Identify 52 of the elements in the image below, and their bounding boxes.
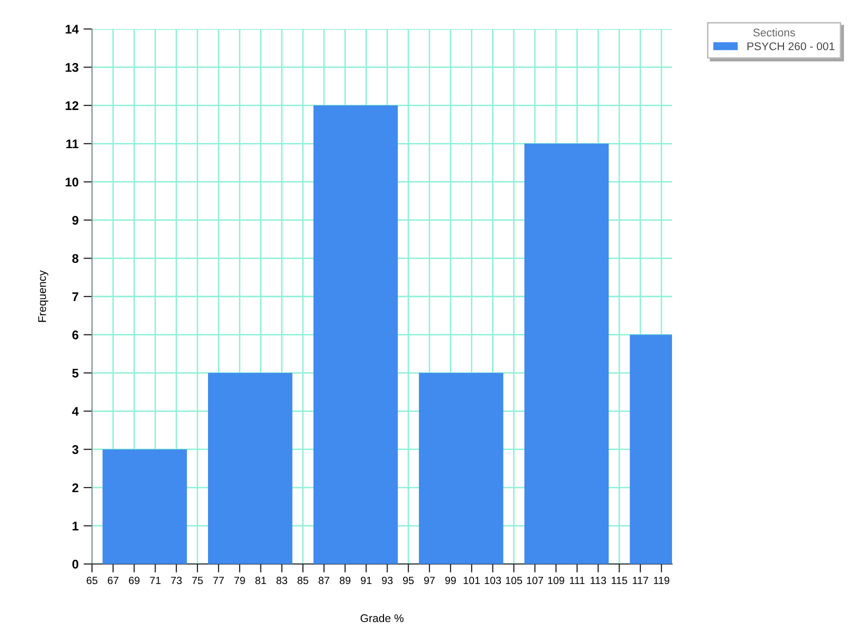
x-tick-label: 67 [108, 576, 118, 584]
y-axis-title: Frequency [38, 270, 48, 322]
y-tick-label: 11 [66, 140, 78, 148]
y-tick-label: 4 [72, 407, 79, 416]
y-tick-label: 9 [72, 216, 78, 225]
x-tick-label: 103 [484, 576, 501, 584]
y-tick-label: 6 [72, 330, 78, 340]
bar [102, 449, 187, 564]
x-tick-label: 115 [612, 576, 628, 584]
bar [208, 372, 292, 564]
x-tick-label: 107 [527, 576, 544, 584]
x-tick-label: 111 [570, 576, 585, 584]
x-tick-label: 113 [590, 576, 606, 584]
x-tick-label: 75 [192, 576, 203, 584]
x-tick-label: 79 [234, 576, 245, 584]
x-tick-label: 65 [86, 576, 98, 584]
bar [418, 372, 504, 564]
x-tick-label: 117 [632, 576, 648, 584]
x-tick-label: 109 [548, 576, 564, 584]
bar [524, 144, 609, 564]
y-tick-label: 13 [66, 63, 78, 72]
x-tick-label: 105 [506, 576, 522, 584]
y-tick-label: 14 [66, 24, 79, 34]
x-tick-label: 119 [654, 576, 670, 584]
y-tick-label: 10 [66, 178, 78, 187]
y-tick-label: 0 [72, 560, 78, 569]
x-tick-label: 99 [445, 576, 456, 584]
x-tick-label: 93 [382, 576, 393, 584]
bar [313, 105, 398, 564]
legend-label: PSYCH 260 - 001 [748, 42, 834, 50]
x-tick-label: 95 [403, 576, 414, 584]
x-tick-label: 69 [128, 576, 140, 584]
x-tick-label: 71 [150, 576, 161, 584]
legend-title: Sections [753, 28, 796, 37]
x-tick-label: 91 [360, 576, 372, 584]
x-tick-label: 101 [464, 576, 480, 584]
x-tick-label: 81 [255, 576, 266, 584]
x-tick-label: 97 [424, 576, 435, 584]
y-tick-label: 2 [72, 483, 78, 492]
x-tick-label: 89 [340, 576, 350, 584]
x-tick-label: 77 [213, 576, 224, 584]
y-tick-label: 1 [72, 522, 78, 530]
y-tick-label: 5 [72, 368, 78, 378]
y-tick-label: 8 [72, 254, 78, 263]
x-tick-label: 85 [298, 576, 308, 584]
x-tick-label: 83 [276, 576, 288, 584]
x-axis-title: Grade % [360, 614, 404, 622]
y-tick-label: 12 [66, 101, 78, 110]
y-tick-label: 7 [72, 292, 78, 302]
x-tick-label: 73 [171, 576, 182, 584]
y-tick-label: 3 [72, 445, 78, 454]
x-tick-label: 87 [318, 576, 330, 584]
